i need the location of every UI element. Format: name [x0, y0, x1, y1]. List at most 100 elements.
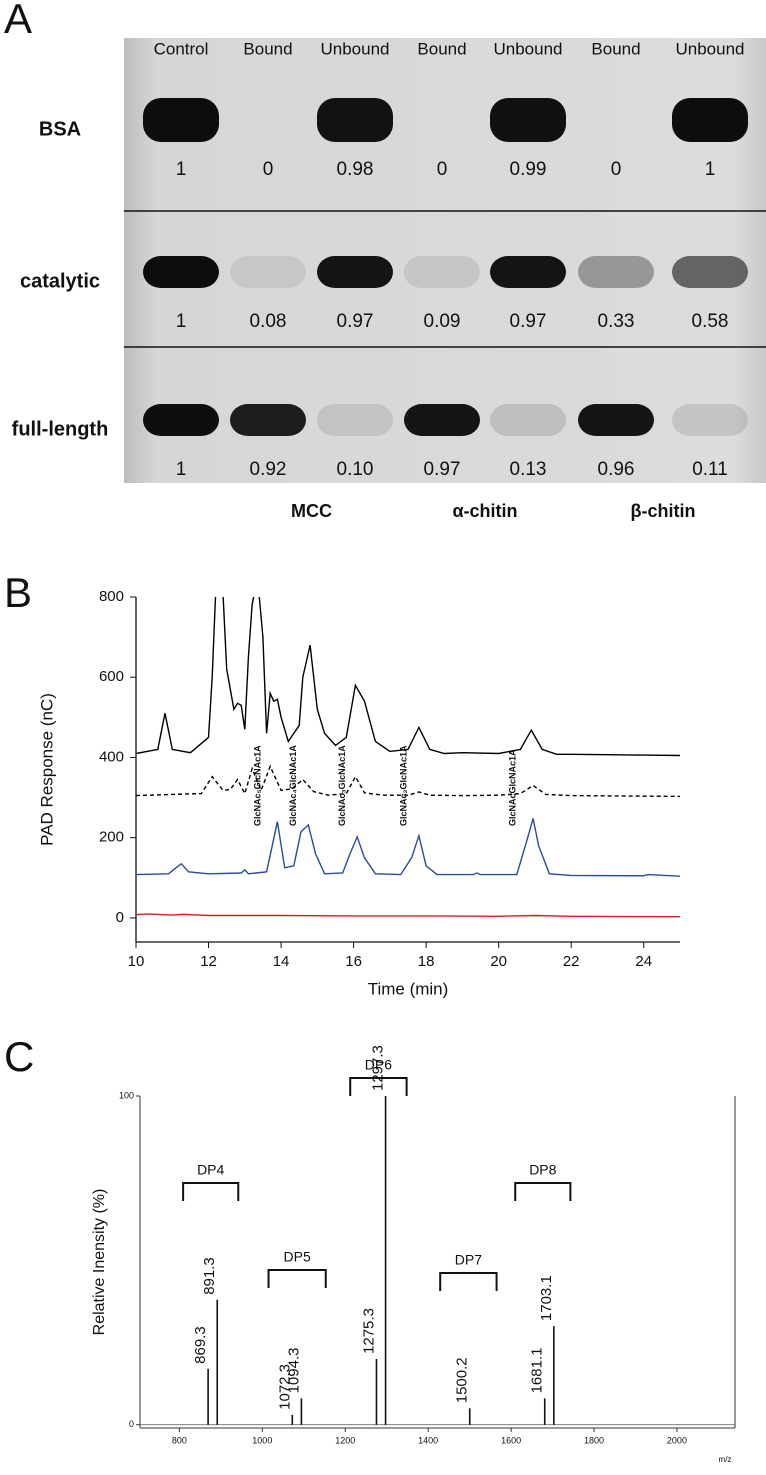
group-label: β-chitin — [631, 501, 696, 521]
column-header: Bound — [591, 39, 640, 58]
peak-annotation: GlcNAc₂GlcNAc1A — [399, 745, 409, 826]
y-tick-label: 600 — [99, 668, 124, 685]
peak-label: 1297.3 — [370, 1045, 387, 1091]
band-value: 0.08 — [250, 311, 287, 332]
panel-label: A — [4, 0, 32, 42]
plot-area — [136, 597, 680, 918]
band-value: 0.96 — [598, 459, 635, 480]
band-value: 0.11 — [692, 459, 728, 480]
gel-band — [317, 98, 393, 142]
x-tick-label: 12 — [200, 953, 217, 970]
band-value: 0.33 — [598, 311, 635, 332]
x-tick-label: 22 — [563, 953, 580, 970]
group-bracket — [182, 1182, 240, 1201]
gel-band — [404, 404, 480, 436]
gel-band — [672, 404, 748, 436]
row-label: BSA — [39, 118, 81, 140]
peak-label: 891.3 — [201, 1257, 218, 1295]
group-label: α-chitin — [452, 501, 517, 521]
peak-annotation: GlcNAcGlcNAc1A — [508, 749, 518, 826]
x-tick-label: 24 — [635, 953, 652, 970]
x-tick-label: 1400 — [418, 1435, 438, 1445]
gel-band — [143, 256, 219, 288]
band-value: 1 — [176, 311, 187, 332]
peak-label: 1500.2 — [454, 1357, 471, 1403]
band-value: 0.97 — [424, 459, 461, 480]
column-header: Unbound — [320, 39, 389, 58]
peak-annotation: GlcNAc₅GlcNAc1A — [253, 745, 263, 826]
y-tick-label: 400 — [99, 748, 124, 765]
x-tick-label: 1000 — [252, 1435, 272, 1445]
x-tick-label: 10 — [128, 953, 145, 970]
x-tick-label: 1600 — [501, 1435, 521, 1445]
series-line — [136, 913, 680, 918]
gel-band — [490, 404, 566, 436]
y-tick-label: 200 — [99, 829, 124, 846]
band-value: 0.97 — [337, 311, 374, 332]
gel-band — [317, 256, 393, 288]
y-axis-label: Relative Inensity (%) — [91, 1189, 108, 1336]
x-tick-label: 1800 — [584, 1435, 604, 1445]
peak-label: 1072.3 — [276, 1364, 293, 1410]
band-value: 0.10 — [337, 459, 374, 480]
group-label: DP6 — [365, 1057, 392, 1073]
panel-label: B — [4, 569, 32, 616]
band-value: 1 — [176, 159, 187, 180]
peak-label: 1703.1 — [538, 1275, 555, 1321]
series-line — [136, 818, 680, 877]
band-value: 0 — [611, 159, 622, 180]
x-tick-label: 14 — [273, 953, 290, 970]
band-value: 0 — [263, 159, 274, 180]
peak-label: 1275.3 — [360, 1308, 377, 1354]
column-header: Control — [154, 39, 209, 58]
band-value: 0.98 — [337, 159, 374, 180]
row-label: full-length — [12, 418, 109, 440]
gel-band — [230, 404, 306, 436]
band-value: 0.97 — [510, 311, 547, 332]
gel-band — [578, 404, 654, 436]
band-value: 1 — [705, 159, 716, 180]
band-value: 0 — [437, 159, 448, 180]
group-bracket — [514, 1182, 572, 1201]
gel-band — [490, 98, 566, 142]
x-axis-label: m/z — [719, 1455, 732, 1464]
group-bracket — [349, 1077, 408, 1096]
group-label: DP8 — [529, 1162, 556, 1178]
peak-annotation: GlcNAc₄GlcNAc1A — [288, 745, 298, 826]
series-line — [136, 597, 680, 757]
band-value: 0.13 — [510, 459, 547, 480]
gel-band — [672, 98, 748, 142]
y-tick-label: 100 — [119, 1090, 134, 1100]
gel-band — [404, 256, 480, 288]
gel-band — [230, 256, 306, 288]
column-header: Bound — [417, 39, 466, 58]
gel-band — [143, 404, 219, 436]
band-value: 0.99 — [510, 159, 547, 180]
group-label: DP5 — [284, 1249, 311, 1265]
group-label: MCC — [291, 501, 332, 521]
y-axis-label: PAD Response (nC) — [37, 693, 56, 846]
peak-label: 869.3 — [192, 1326, 209, 1364]
x-tick-label: 16 — [345, 953, 362, 970]
x-tick-label: 1200 — [335, 1435, 355, 1445]
x-axis-label: Time (min) — [368, 979, 449, 998]
x-tick-label: 20 — [490, 953, 507, 970]
band-value: 0.92 — [250, 459, 287, 480]
y-tick-label: 0 — [116, 909, 124, 926]
band-value: 1 — [176, 459, 187, 480]
group-bracket — [267, 1269, 327, 1288]
row-label: catalytic — [20, 270, 100, 292]
y-tick-label: 0 — [129, 1419, 134, 1429]
y-tick-label: 800 — [99, 588, 124, 605]
gel-band — [490, 256, 566, 288]
column-header: Unbound — [493, 39, 562, 58]
panel-label: C — [4, 1033, 34, 1080]
x-tick-label: 18 — [418, 953, 435, 970]
group-label: DP4 — [197, 1162, 224, 1178]
x-tick-label: 2000 — [667, 1435, 687, 1445]
gel-band — [143, 98, 219, 142]
gel-band — [317, 404, 393, 436]
peak-annotation: GlcNAc₃GlcNAc1A — [337, 745, 347, 826]
x-tick-label: 800 — [172, 1435, 187, 1445]
